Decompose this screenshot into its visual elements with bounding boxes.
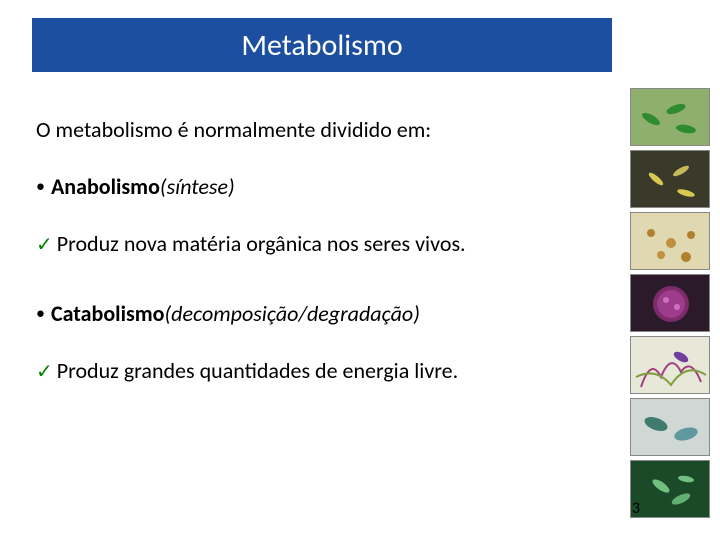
bullet-icon: •: [36, 173, 45, 200]
anabolismo-label: Anabolismo: [51, 173, 160, 200]
intro-text: O metabolismo é normalmente dividido em:: [36, 116, 610, 145]
thumbnail-strip: [630, 88, 710, 518]
slide-content: O metabolismo é normalmente dividido em:…: [36, 116, 610, 414]
thumbnail: [630, 88, 710, 146]
thumbnail: [630, 460, 710, 518]
thumbnail: [630, 398, 710, 456]
thumbnail: [630, 274, 710, 332]
slide-title: Metabolismo: [241, 27, 402, 64]
anabolismo-paren: (síntese): [160, 173, 235, 200]
catabolismo-paren: (decomposição/degradação): [164, 300, 419, 327]
catabolismo-detail: Produz grandes quantidades de energia li…: [57, 357, 458, 386]
thumbnail: [630, 336, 710, 394]
anabolismo-detail: Produz nova matéria orgânica nos seres v…: [57, 230, 466, 259]
catabolismo-label: Catabolismo: [51, 300, 165, 327]
title-bar: Metabolismo: [32, 18, 612, 72]
anabolismo-detail-row: ✓ Produz nova matéria orgânica nos seres…: [36, 230, 610, 259]
bullet-icon: •: [36, 300, 45, 327]
check-icon: ✓: [36, 232, 53, 258]
catabolismo-detail-row: ✓ Produz grandes quantidades de energia …: [36, 357, 610, 386]
thumbnail: [630, 212, 710, 270]
check-icon: ✓: [36, 359, 53, 385]
page-number: 3: [632, 499, 640, 518]
anabolismo-bullet: • Anabolismo(síntese): [36, 173, 610, 202]
catabolismo-bullet: • Catabolismo(decomposição/degradação): [36, 300, 610, 329]
thumbnail: [630, 150, 710, 208]
